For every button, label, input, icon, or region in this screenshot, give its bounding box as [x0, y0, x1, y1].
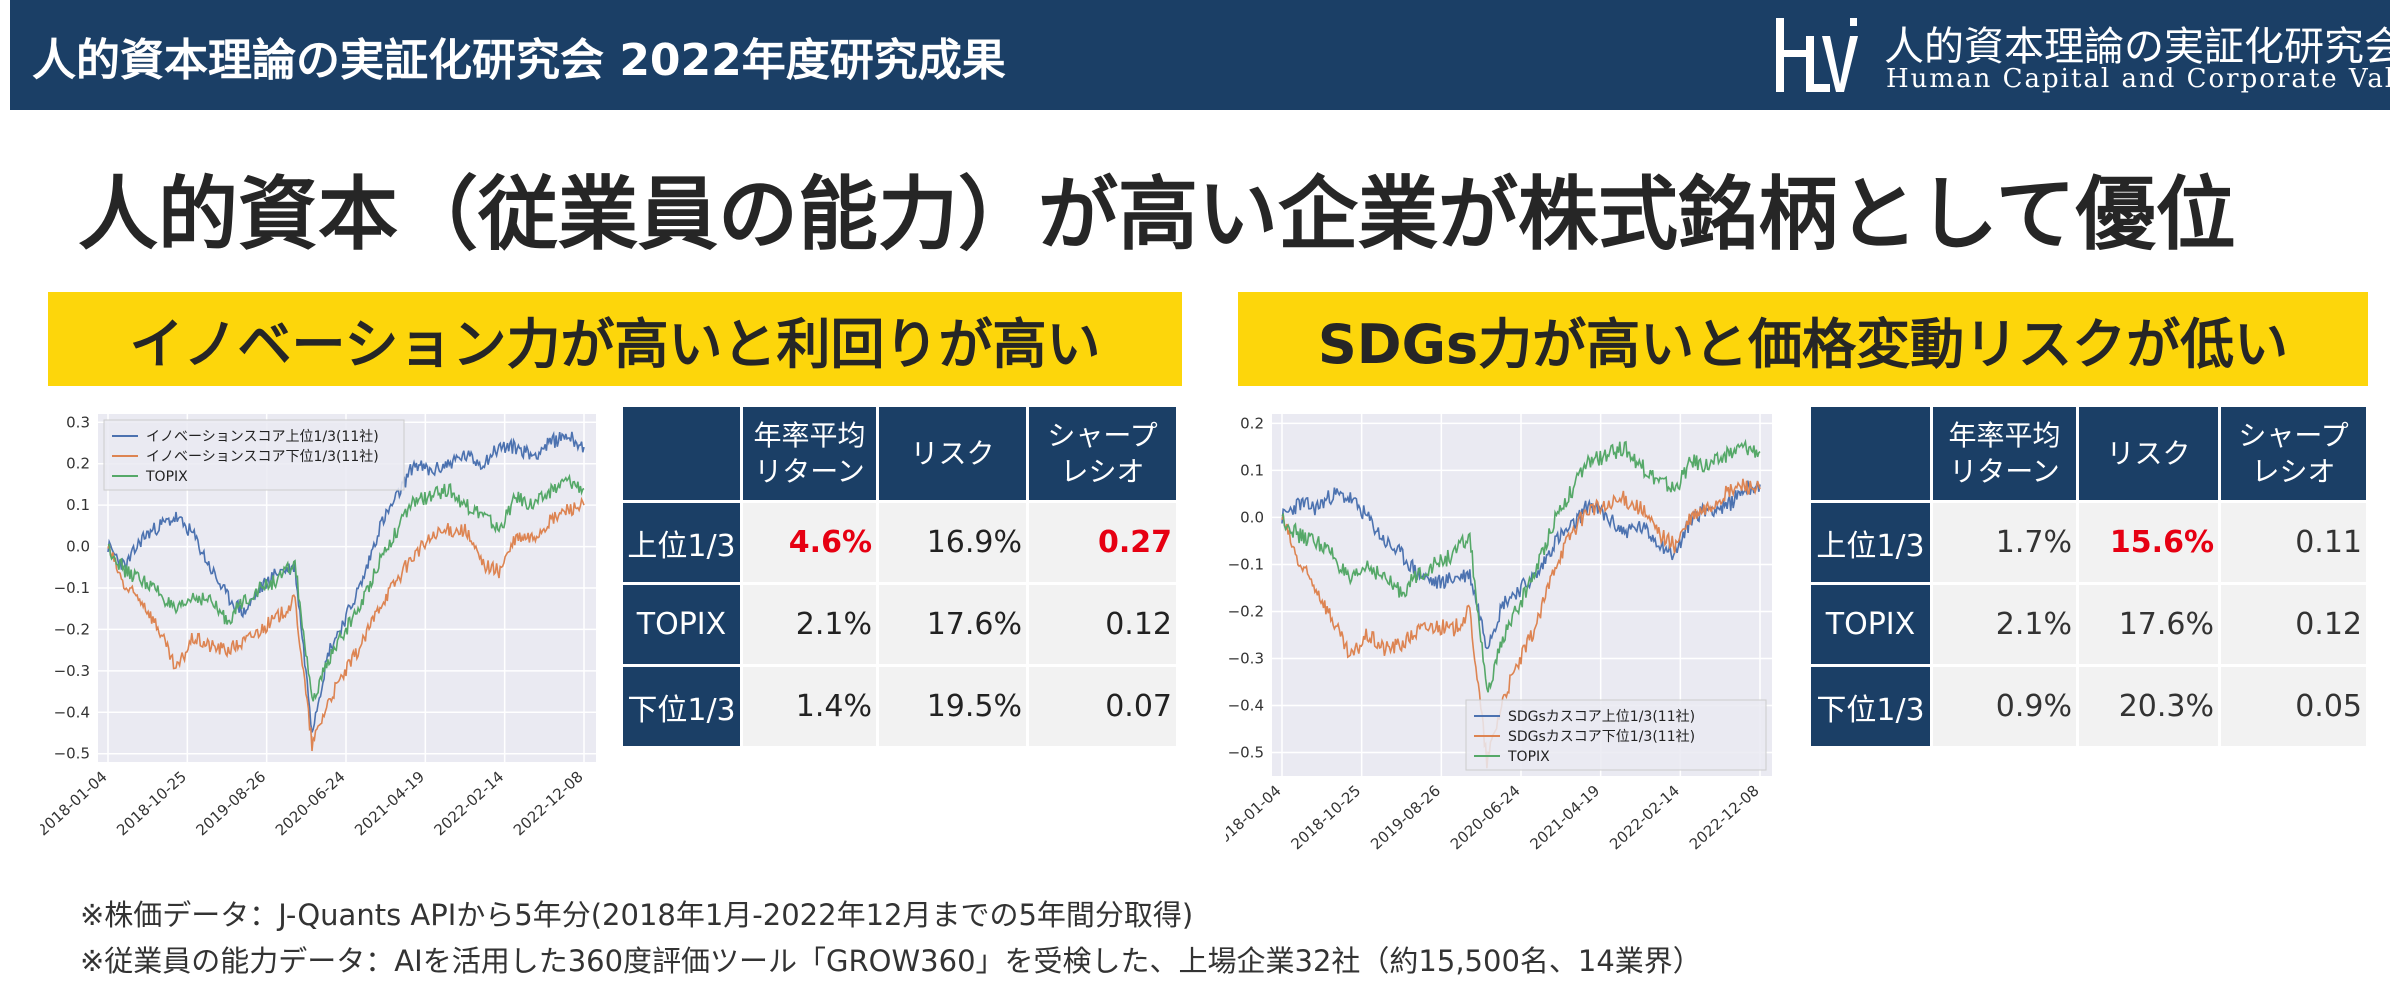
table-row-label: 下位1/3 [1808, 664, 1933, 749]
x-tick-label: 2021-04-19 [351, 768, 428, 840]
table-cell-risk: 16.9% [876, 500, 1029, 585]
table-header-empty [1808, 404, 1933, 503]
table-cell-sharpe: 0.11 [2218, 500, 2369, 585]
y-tick-label: −0.4 [54, 703, 90, 721]
innovation-stats-table: 年率平均 リターン リスク シャープ レシオ 上位1/3 4.6% 16.9% … [620, 404, 1179, 749]
x-tick-label: 2019-08-26 [1367, 782, 1444, 854]
table-cell-sharpe: 0.12 [2218, 582, 2369, 667]
table-cell-return: 2.1% [1930, 582, 2079, 667]
table-header-return: 年率平均 リターン [740, 404, 879, 503]
y-tick-label: −0.3 [1228, 649, 1264, 667]
table-cell-risk: 17.6% [2076, 582, 2221, 667]
header-title: 人的資本理論の実証化研究会 2022年度研究成果 [32, 35, 1006, 86]
x-tick-label: 2020-06-24 [272, 768, 349, 840]
y-tick-label: −0.2 [1228, 602, 1264, 620]
table-header-empty [620, 404, 743, 503]
y-tick-label: 0.1 [1240, 461, 1264, 479]
series-line [107, 496, 585, 752]
section-heading-right: SDGs力が高いと価格変動リスクが低い [1238, 292, 2368, 386]
legend-box [1465, 699, 1767, 771]
footnote-ability-data: ※従業員の能力データ：AIを活用した360度評価ツール「GROW360」を受検し… [80, 944, 1702, 978]
table-header-sharpe: シャープ レシオ [1026, 404, 1179, 503]
table-header-risk: リスク [2076, 404, 2221, 503]
table-header-return: 年率平均 リターン [1930, 404, 2079, 503]
table-cell-risk: 20.3% [2076, 664, 2221, 749]
y-tick-label: 0.2 [1240, 414, 1264, 432]
y-tick-label: −0.4 [1228, 696, 1264, 714]
x-tick-label: 2021-04-19 [1527, 782, 1604, 854]
y-tick-label: −0.5 [1228, 743, 1264, 761]
legend-label: SDGsカスコア上位1/3(11社) [1508, 709, 1695, 725]
logo-text-jp: 人的資本理論の実証化研究会 [1884, 24, 2400, 70]
x-tick-label: 2022-02-14 [1606, 782, 1683, 854]
innovation-line-chart: −0.5 −0.4 −0.3 −0.2 −0.1 0.0 0.1 0.2 0.3 2018-01-… [40, 413, 596, 840]
series-line [107, 473, 585, 702]
y-tick-label: −0.1 [1228, 555, 1264, 573]
table-cell-sharpe: 0.05 [2218, 664, 2369, 749]
x-tick-label: 2018-10-25 [113, 768, 190, 840]
table-cell-return: 4.6% [740, 500, 879, 585]
x-tick-label: 2018-01-04 [40, 768, 111, 840]
table-cell-risk: 17.6% [876, 582, 1029, 667]
y-tick-label: −0.3 [54, 662, 90, 680]
y-tick-label: −0.2 [54, 620, 90, 638]
section-heading-right-text: SDGs力が高いと価格変動リスクが低い [1317, 312, 2289, 376]
table-cell-return: 0.9% [1930, 664, 2079, 749]
sdgs-stats-table: 年率平均 リターン リスク シャープ レシオ 上位1/3 1.7% 15.6% … [1808, 404, 2369, 749]
y-tick-label: 0.0 [1240, 508, 1264, 526]
section-heading-left: イノベーション力が高いと利回りが高い [48, 292, 1182, 386]
hlv-logo-icon [1776, 18, 1858, 92]
table-cell-risk: 15.6% [2076, 500, 2221, 585]
x-tick-label: 2020-06-24 [1447, 782, 1524, 854]
y-tick-label: 0.3 [66, 413, 90, 431]
table-header-sharpe: シャープ レシオ [2218, 404, 2369, 503]
table-cell-sharpe: 0.27 [1026, 500, 1179, 585]
x-tick-label: 2018-01-04 [1226, 782, 1285, 854]
x-tick-label: 2022-12-08 [510, 768, 587, 840]
table-row-label: TOPIX [620, 582, 743, 667]
legend-label: SDGsカスコア下位1/3(11社) [1508, 729, 1695, 745]
y-tick-label: 0.2 [66, 455, 90, 473]
table-row-label: 下位1/3 [620, 664, 743, 749]
table-row-label: TOPIX [1808, 582, 1933, 667]
series-line [107, 430, 585, 733]
main-title: 人的資本（従業員の能力）が高い企業が株式銘柄として優位 [78, 168, 2236, 261]
table-cell-return: 2.1% [740, 582, 879, 667]
logo-text-en: Human Capital and Corporate Value [1886, 64, 2400, 94]
x-tick-label: 2018-10-25 [1288, 782, 1365, 854]
series-line [1281, 480, 1761, 650]
table-cell-return: 1.4% [740, 664, 879, 749]
footnote-stock-data: ※株価データ：J-Quants APIから5年分(2018年1月-2022年12… [80, 898, 1194, 932]
table-header-risk: リスク [876, 404, 1029, 503]
x-tick-label: 2022-02-14 [431, 768, 508, 840]
series-line [1281, 438, 1761, 693]
legend-box [103, 419, 405, 491]
legend-label: TOPIX [145, 469, 188, 485]
table-cell-risk: 19.5% [876, 664, 1029, 749]
y-tick-label: −0.5 [54, 745, 90, 763]
legend-label: イノベーションスコア上位1/3(11社) [146, 429, 379, 445]
legend-label: イノベーションスコア下位1/3(11社) [146, 449, 379, 465]
section-heading-left-text: イノベーション力が高いと利回りが高い [129, 312, 1101, 376]
y-tick-label: −0.1 [54, 579, 90, 597]
x-tick-label: 2022-12-08 [1686, 782, 1763, 854]
header-bar: 人的資本理論の実証化研究会 2022年度研究成果 人的資本理論の実証化研究会 H… [10, 0, 2400, 110]
table-cell-sharpe: 0.07 [1026, 664, 1179, 749]
y-tick-label: 0.0 [66, 538, 90, 556]
table-row-label: 上位1/3 [620, 500, 743, 585]
table-cell-sharpe: 0.12 [1026, 582, 1179, 667]
table-row-label: 上位1/3 [1808, 500, 1933, 585]
table-cell-return: 1.7% [1930, 500, 2079, 585]
legend-label: TOPIX [1507, 749, 1550, 765]
series-line [1281, 478, 1761, 769]
y-tick-label: 0.1 [66, 496, 90, 514]
x-tick-label: 2019-08-26 [193, 768, 270, 840]
